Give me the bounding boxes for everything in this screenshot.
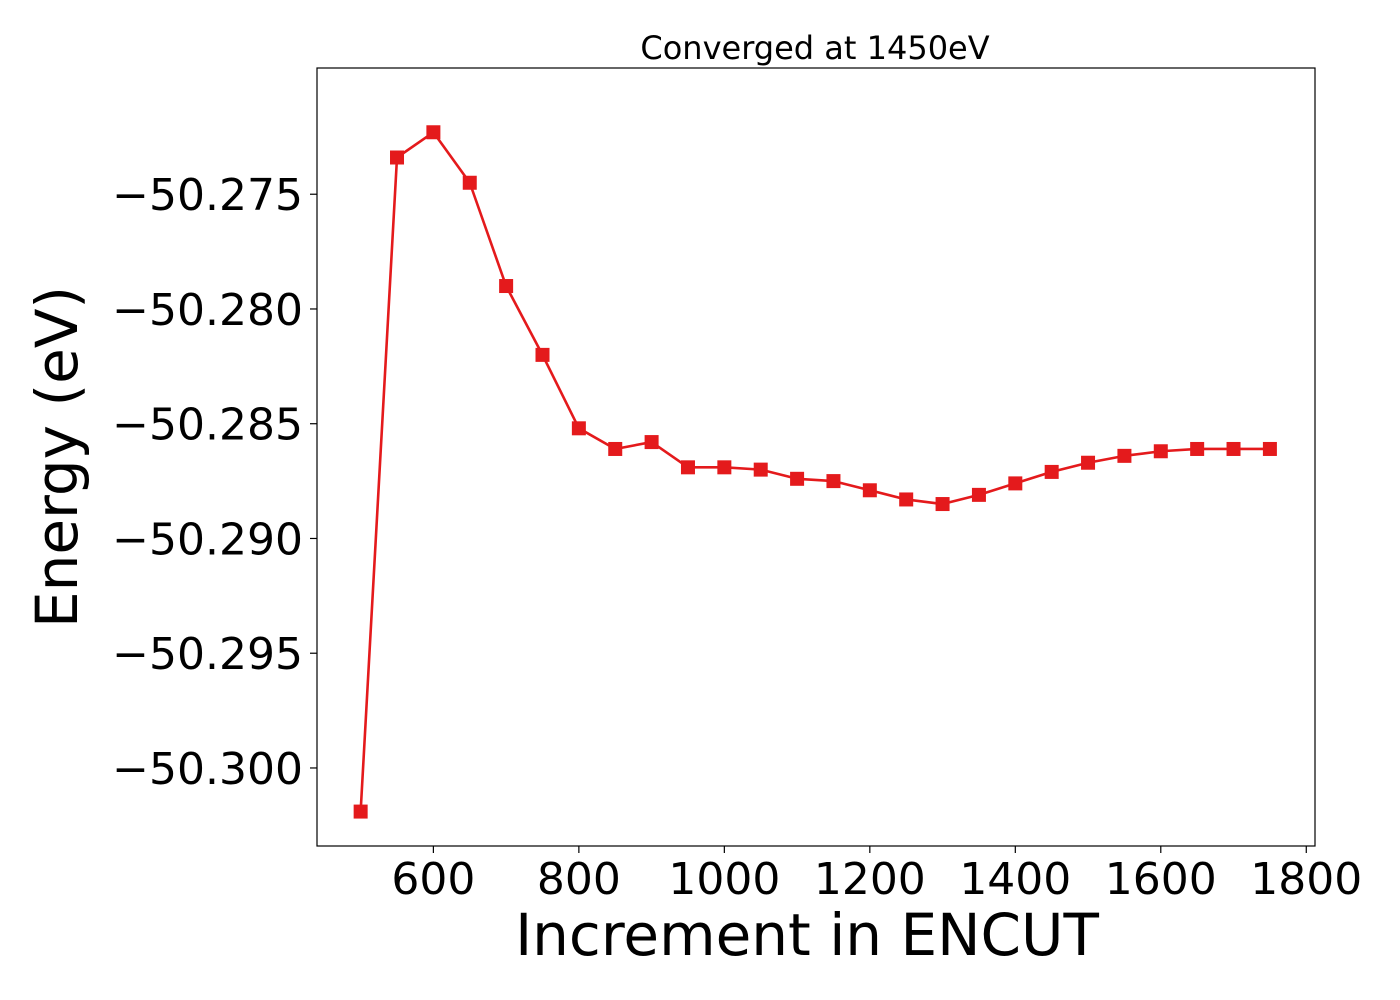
data-point-marker [899, 492, 914, 507]
y-axis-label: Energy (eV) [23, 286, 91, 628]
data-point-marker [1081, 455, 1096, 470]
data-point-marker [499, 279, 514, 294]
data-point-marker [971, 487, 986, 502]
data-point-marker [535, 347, 550, 362]
data-point-marker [935, 497, 950, 512]
data-point-marker [790, 471, 805, 486]
data-point-marker [1117, 448, 1132, 463]
series-layer [353, 125, 1277, 819]
data-point-marker [1226, 441, 1241, 456]
y-tick-label: −50.290 [112, 514, 303, 565]
x-tick-label: 800 [537, 854, 621, 905]
y-tick-label: −50.285 [112, 400, 303, 451]
x-axis: 600 800 1000 1200 1400 1600 1800 [391, 846, 1362, 905]
data-point-marker [462, 175, 477, 190]
data-point-marker [1190, 441, 1205, 456]
x-tick-label: 1600 [1105, 854, 1217, 905]
data-point-marker [1262, 441, 1277, 456]
data-point-marker [862, 483, 877, 498]
data-point-marker [753, 462, 768, 477]
x-axis-label: Increment in ENCUT [515, 901, 1099, 969]
y-tick-label: −50.295 [112, 629, 303, 680]
x-tick-label: 1400 [959, 854, 1071, 905]
data-point-marker [680, 460, 695, 475]
plot-frame [316, 67, 1316, 847]
y-tick-label: −50.300 [112, 744, 303, 795]
data-point-marker [426, 125, 441, 140]
chart-title: Converged at 1450eV [640, 29, 989, 67]
data-point-marker [1044, 464, 1059, 479]
y-tick-label: −50.275 [112, 170, 303, 221]
y-tick-label: −50.280 [112, 285, 303, 336]
data-point-marker [1153, 444, 1168, 459]
data-point-marker [717, 460, 732, 475]
data-point-marker [826, 474, 841, 489]
y-axis: −50.300 −50.295 −50.290 −50.285 −50.280 −50.2… [112, 170, 317, 795]
data-point-marker [571, 421, 586, 436]
data-point-marker [390, 150, 405, 165]
x-tick-label: 1200 [814, 854, 926, 905]
x-tick-label: 1800 [1250, 854, 1362, 905]
series-line [359, 130, 1270, 812]
data-point-marker [608, 441, 623, 456]
x-tick-label: 1000 [668, 854, 780, 905]
x-tick-label: 600 [391, 854, 475, 905]
data-point-marker [353, 804, 368, 819]
data-point-marker [644, 435, 659, 450]
data-point-marker [1008, 476, 1023, 491]
